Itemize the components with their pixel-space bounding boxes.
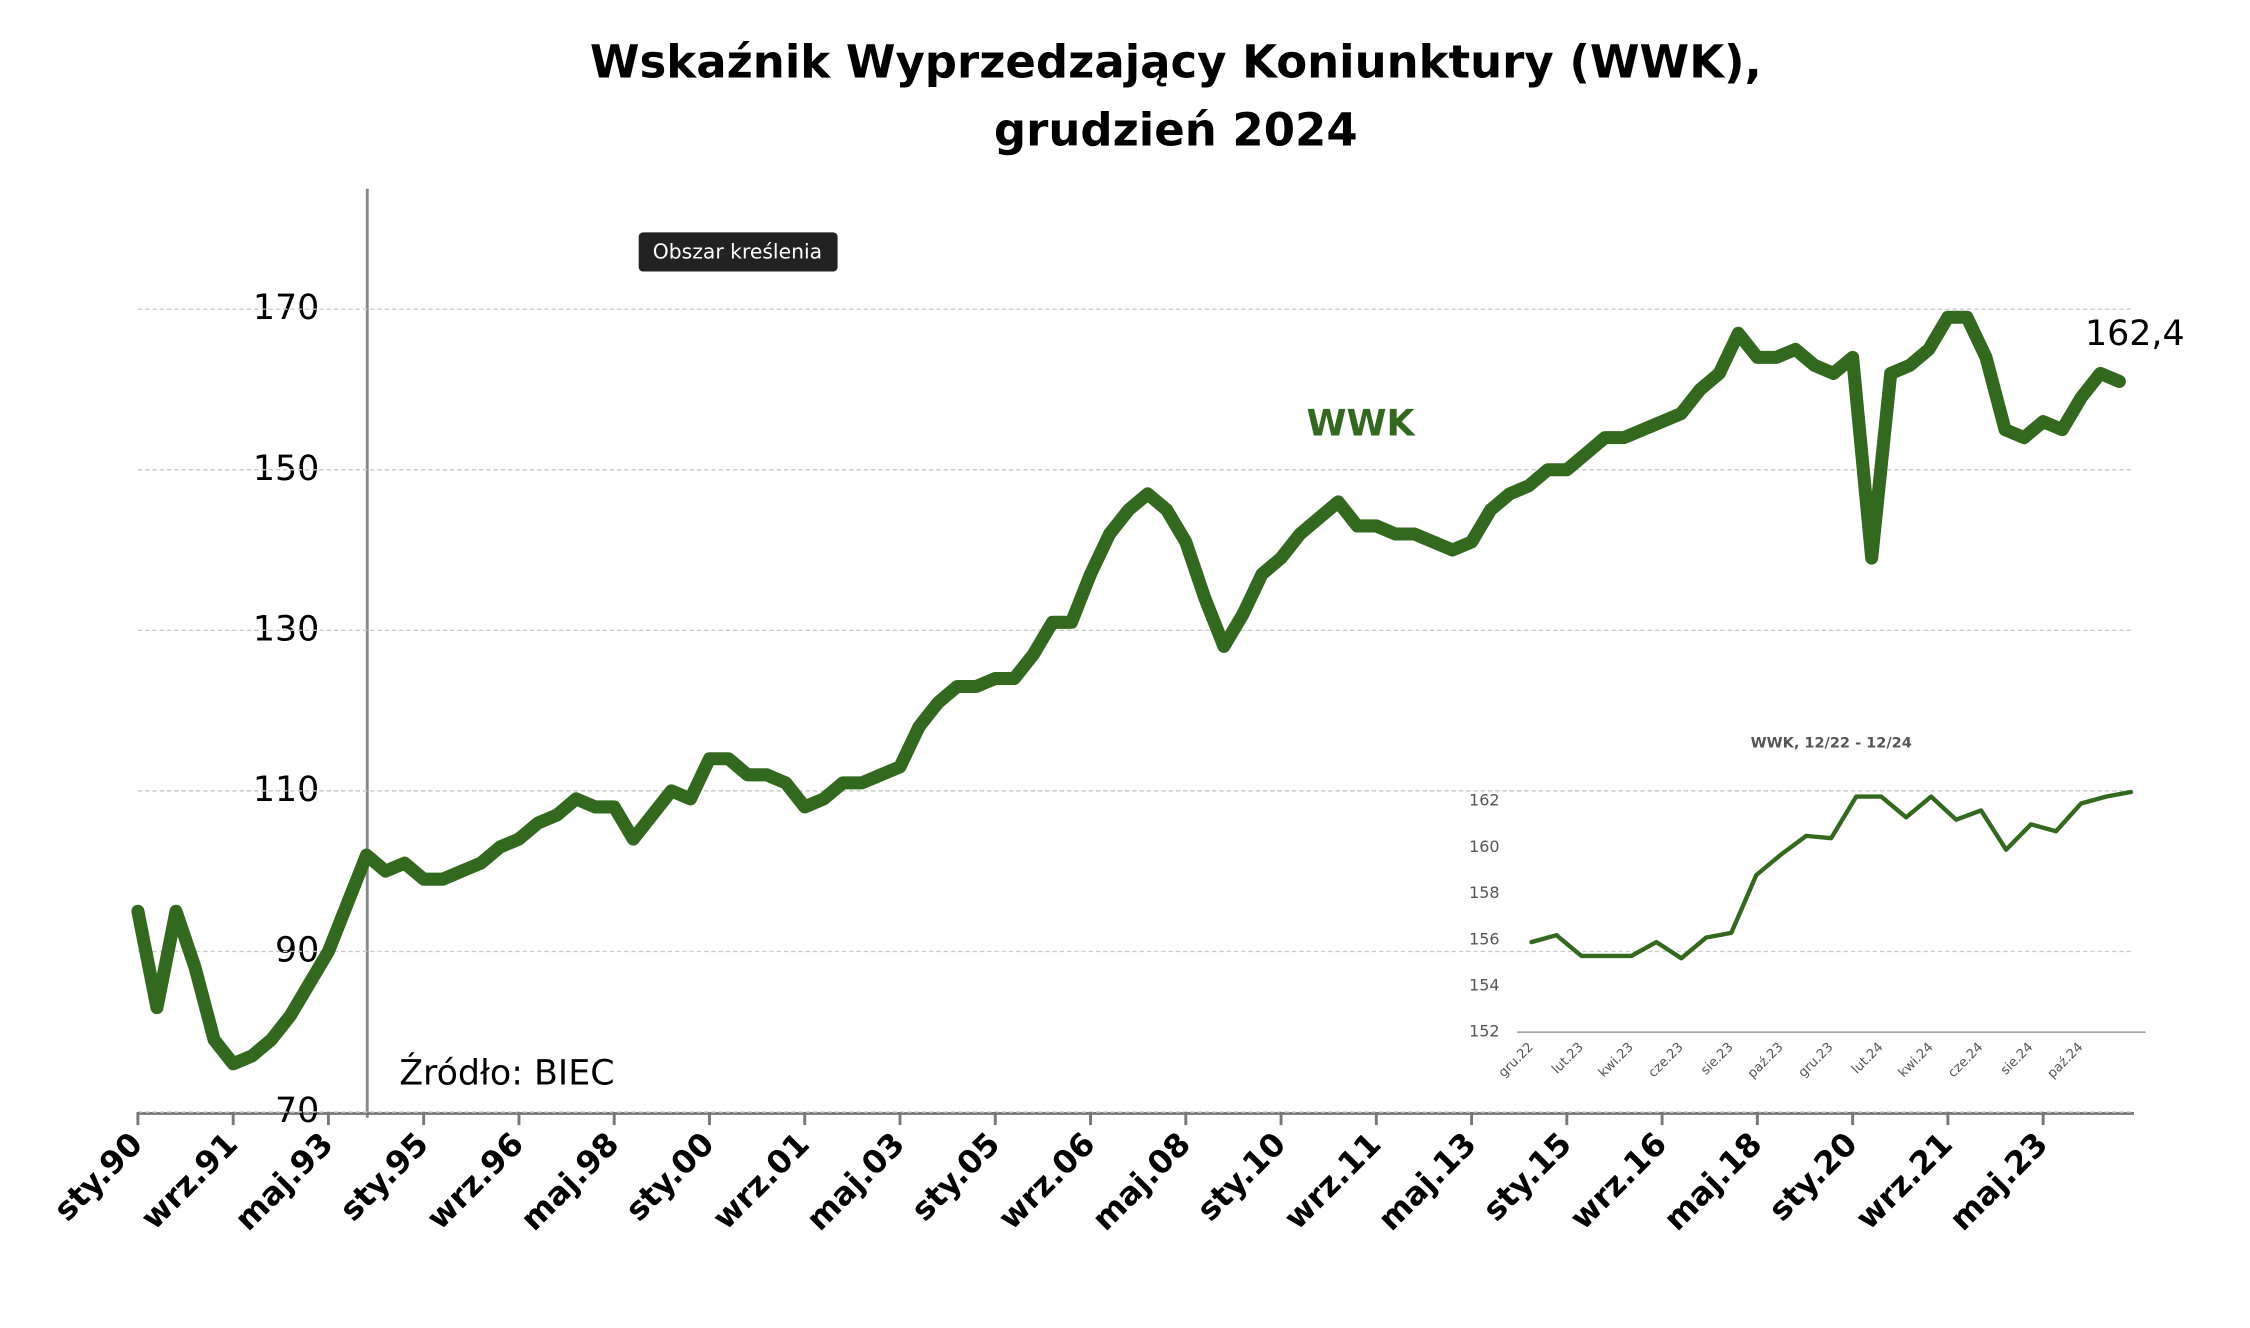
inset-title: WWK, 12/22 - 12/24 (1751, 735, 1912, 751)
tooltip-box (638, 232, 838, 272)
y-tick-label: 154 (1469, 975, 1499, 994)
y-tick-label: 130 (253, 609, 319, 649)
x-tick-label: sty.15 (1475, 1125, 1579, 1229)
x-tick-label: sty.00 (618, 1125, 722, 1229)
y-tick-label: 70 (275, 1091, 319, 1131)
chart-subtitle: grudzień 2024 (994, 104, 1358, 157)
y-tick-label: 110 (253, 770, 319, 810)
y-tick-label: 160 (1469, 837, 1499, 856)
x-tick-label: maj.18 (1656, 1125, 1769, 1238)
tooltip: Obszar kreślenia (653, 240, 822, 264)
y-tick-label: 150 (253, 449, 319, 489)
x-tick-label: sty.20 (1761, 1125, 1865, 1229)
y-tick-label: 158 (1469, 883, 1499, 902)
x-tick-label: maj.08 (1084, 1125, 1197, 1238)
end-value-label: 162,4 (2085, 314, 2185, 354)
x-tick-label: maj.13 (1370, 1125, 1483, 1238)
source-note: Źródło: BIEC (399, 1051, 614, 1093)
x-tick-label: wrz.16 (1562, 1125, 1674, 1237)
x-tick-label: sty.95 (332, 1125, 436, 1229)
x-tick-label: sty.10 (1189, 1125, 1293, 1229)
x-tick-label: sty.90 (46, 1125, 150, 1229)
x-tick-label: maj.93 (227, 1125, 340, 1238)
y-tick-label: 162 (1469, 791, 1499, 810)
x-tick-label: wrz.06 (991, 1125, 1103, 1237)
x-tick-label: wrz.01 (705, 1125, 817, 1237)
x-tick-label: wrz.21 (1848, 1125, 1960, 1237)
y-tick-label: 156 (1469, 929, 1499, 948)
y-tick-label: 170 (253, 288, 319, 328)
x-tick-label: wrz.96 (419, 1125, 531, 1237)
y-tick-label: 90 (275, 930, 319, 970)
x-tick-label: maj.03 (799, 1125, 912, 1238)
x-tick-label: sty.05 (904, 1125, 1008, 1229)
data-line (1529, 789, 2134, 961)
y-tick-label: 152 (1469, 1022, 1499, 1041)
data-line (131, 310, 2126, 1071)
x-tick-label: wrz.91 (133, 1125, 245, 1237)
series-label: WWK (1306, 401, 1416, 444)
x-tick-label: maj.98 (513, 1125, 626, 1238)
x-tick-label: wrz.11 (1276, 1125, 1388, 1237)
inset-background (1480, 718, 2163, 1104)
x-tick-label: maj.23 (1942, 1125, 2055, 1238)
chart-title: Wskaźnik Wyprzedzający Koniunktury (WWK)… (590, 35, 1762, 88)
